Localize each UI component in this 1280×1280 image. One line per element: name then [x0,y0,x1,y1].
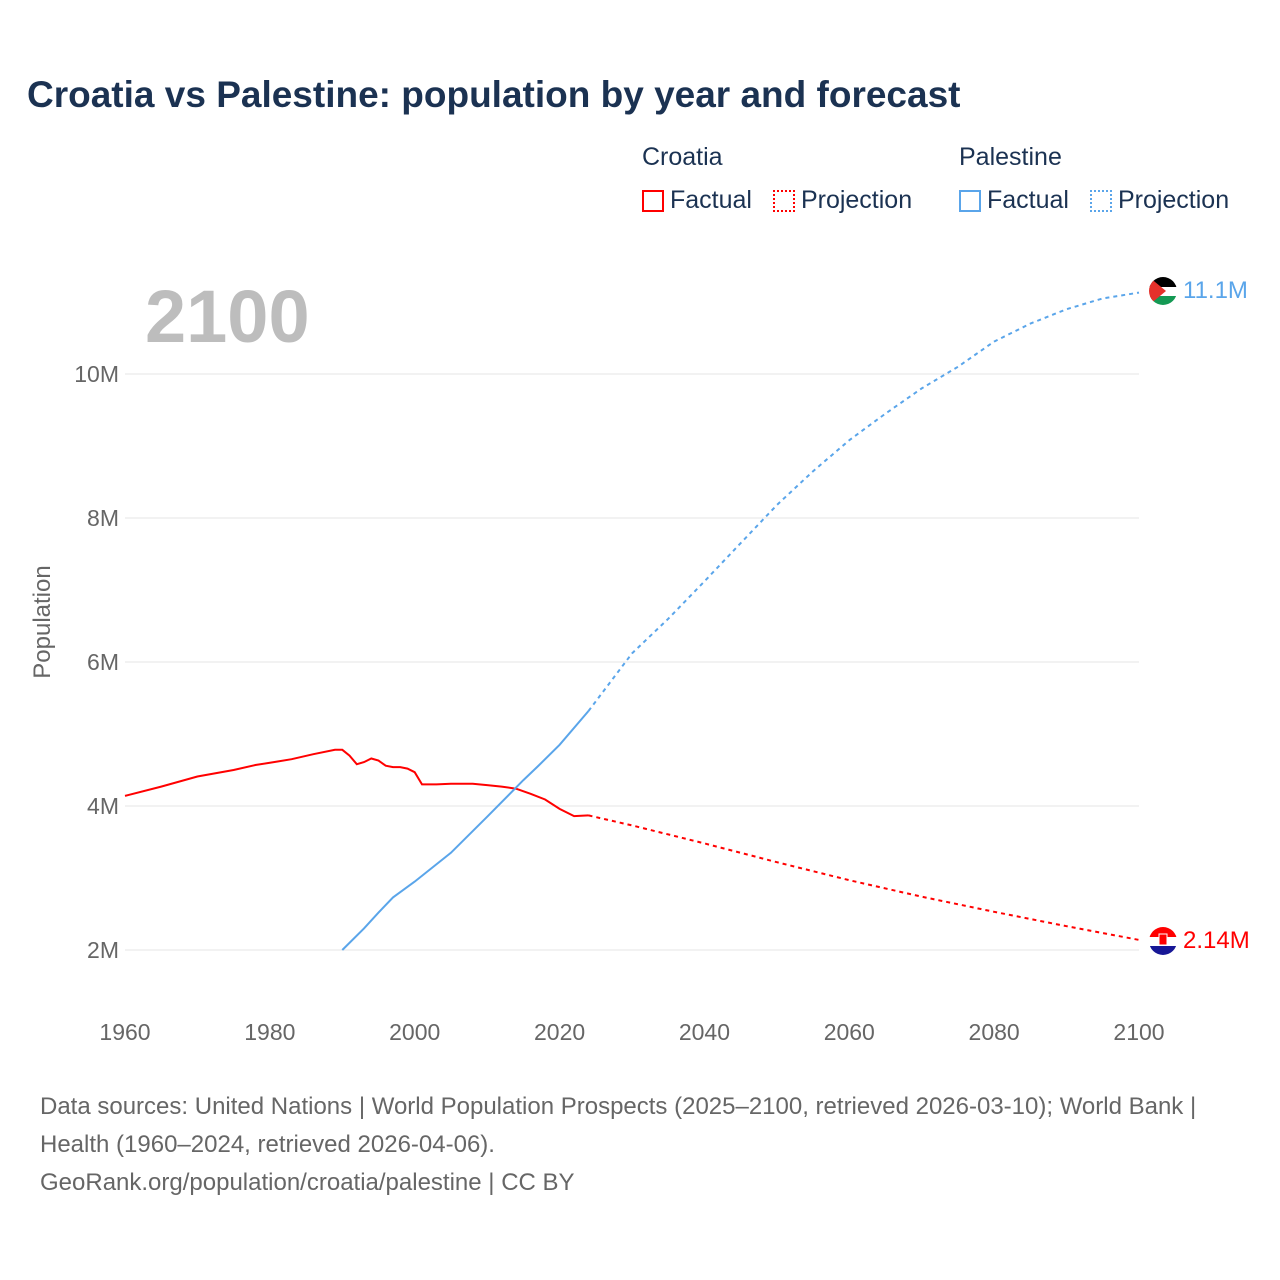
y-tick-label: 8M [87,505,119,531]
croatia-projection-line [588,814,1140,941]
x-tick-label: 2100 [1113,1019,1164,1045]
x-tick-label: 2020 [534,1019,585,1045]
y-axis-label: Population [29,565,56,678]
palestine-factual-line [341,710,590,951]
legend-label: Projection [1117,186,1230,214]
year-indicator: 2100 [145,275,310,358]
legend-group-name: Palestine [959,143,1062,171]
y-tick-label: 10M [74,361,119,387]
y-tick-label: 2M [87,937,119,963]
croatia-end-label: 2.14M [1183,927,1250,954]
legend-label: Factual [670,186,752,214]
footer: Data sources: United Nations | World Pop… [40,1088,1240,1202]
legend-swatch [1089,189,1112,212]
legend-palestine-factual[interactable]: Factual [959,186,1069,215]
y-tick-label: 4M [87,793,119,819]
croatia-flag-icon [1149,927,1177,955]
legend-croatia-projection[interactable]: Projection [772,186,913,215]
legend-croatia: Croatia Factual Projection [642,143,926,219]
x-tick-label: 2040 [679,1019,730,1045]
x-tick-label: 2080 [969,1019,1020,1045]
palestine-end-label: 11.1M [1183,277,1248,304]
legend-palestine-projection[interactable]: Projection [1089,186,1230,215]
data-sources: Data sources: United Nations | World Pop… [40,1093,1197,1158]
chart-title: Croatia vs Palestine: population by year… [27,74,961,115]
palestine-projection-line [587,291,1140,712]
credit-link[interactable]: GeoRank.org/population/croatia/palestine… [40,1169,575,1196]
x-tick-label: 1980 [244,1019,295,1045]
legend-swatch [642,189,664,212]
legend-swatch [772,189,795,212]
croatia-factual-line [124,748,589,818]
legend-croatia-factual[interactable]: Factual [642,186,752,215]
x-tick-label: 2000 [389,1019,440,1045]
y-tick-label: 6M [87,649,119,675]
legend-label: Projection [800,186,913,214]
legend-group-name: Croatia [642,143,723,171]
legend-label: Factual [987,186,1069,214]
legend-swatch [959,189,981,212]
x-tick-label: 1960 [99,1019,150,1045]
x-tick-label: 2060 [824,1019,875,1045]
palestine-flag-icon [1149,277,1177,305]
legend-palestine: Palestine Factual Projection [959,143,1243,219]
